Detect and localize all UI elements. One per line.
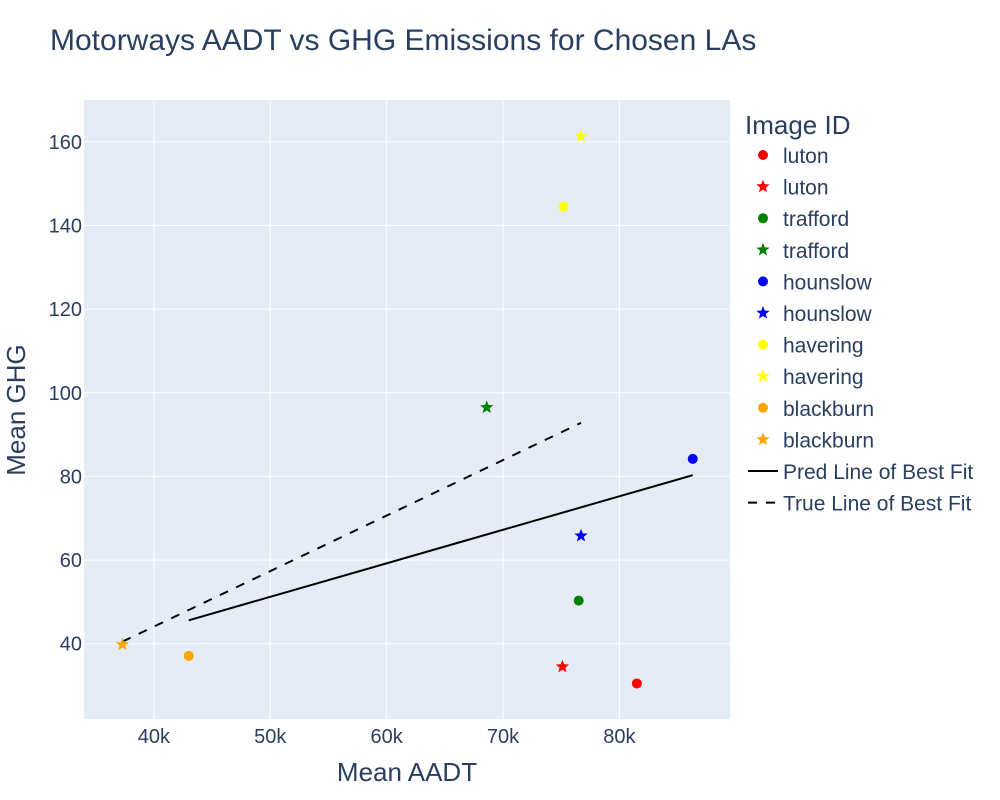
trafford-star-point[interactable]	[480, 400, 494, 414]
y-tick-label: 100	[49, 383, 82, 405]
legend: Image ID luton luton trafford trafford houns…	[745, 110, 973, 516]
legend-label: havering	[783, 335, 864, 358]
x-tick-label: 50k	[254, 726, 287, 748]
blackburn-star-point[interactable]	[115, 637, 130, 651]
legend-item-hounslow-circle[interactable]: hounslow	[758, 271, 873, 294]
legend-circle-marker	[758, 150, 768, 160]
y-gridlines	[84, 141, 730, 645]
plot-area	[84, 100, 730, 719]
data-points	[115, 129, 698, 689]
y-tick-label: 40	[60, 634, 82, 656]
legend-label: Pred Line of Best Fit	[783, 461, 973, 484]
legend-item-trafford-star[interactable]: trafford	[756, 240, 849, 263]
x-tick-label: 80k	[603, 726, 636, 748]
legend-label: hounslow	[783, 271, 873, 294]
legend-label: blackburn	[783, 398, 874, 421]
hounslow-star-point[interactable]	[574, 528, 588, 542]
havering-circle-point[interactable]	[558, 201, 569, 212]
legend-item-hounslow-star[interactable]: hounslow	[756, 303, 873, 326]
legend-label: havering	[783, 366, 864, 389]
legend-title: Image ID	[745, 110, 851, 140]
legend-star-marker	[756, 179, 770, 193]
blackburn-circle-point[interactable]	[183, 650, 194, 661]
y-tick-label: 80	[60, 466, 82, 488]
legend-item-havering-star[interactable]: havering	[756, 366, 864, 389]
hounslow-circle-point[interactable]	[687, 453, 698, 464]
x-axis-label: Mean AADT	[337, 757, 477, 787]
legend-item-havering-circle[interactable]: havering	[758, 335, 864, 358]
legend-star-marker	[756, 306, 770, 319]
legend-item-true-fit[interactable]: True Line of Best Fit	[748, 493, 971, 516]
y-tick-label: 160	[49, 132, 82, 154]
legend-label: trafford	[783, 240, 849, 263]
x-tick-label: 60k	[371, 726, 404, 748]
legend-label: trafford	[783, 208, 849, 231]
x-tick-label: 40k	[138, 726, 171, 748]
y-axis-ticks: 40 60 80 100 120 140 160	[49, 132, 82, 656]
y-tick-label: 60	[60, 550, 82, 572]
legend-circle-marker	[758, 276, 768, 287]
luton-star-point[interactable]	[555, 659, 570, 673]
x-axis-ticks: 40k 50k 60k 70k 80k	[138, 726, 637, 748]
legend-label: True Line of Best Fit	[783, 493, 971, 516]
legend-item-pred-fit[interactable]: Pred Line of Best Fit	[748, 461, 973, 484]
y-tick-label: 140	[49, 215, 82, 237]
legend-circle-marker	[758, 402, 768, 413]
y-axis-label: Mean GHG	[1, 344, 31, 476]
legend-item-luton-star[interactable]: luton	[756, 177, 829, 200]
pred-fit-line	[188, 474, 694, 622]
havering-star-point[interactable]	[574, 129, 588, 143]
legend-circle-marker	[758, 339, 768, 350]
legend-label: luton	[783, 145, 829, 168]
legend-circle-marker	[758, 213, 768, 224]
legend-item-blackburn-star[interactable]: blackburn	[756, 429, 874, 452]
trafford-circle-point[interactable]	[573, 595, 584, 606]
legend-item-blackburn-circle[interactable]: blackburn	[758, 398, 874, 421]
chart-title: Motorways AADT vs GHG Emissions for Chos…	[50, 24, 756, 57]
legend-star-marker	[756, 242, 770, 256]
legend-label: luton	[783, 177, 829, 200]
legend-star-marker	[756, 369, 770, 382]
legend-item-luton-circle[interactable]: luton	[758, 145, 829, 168]
fit-lines	[121, 421, 694, 643]
legend-label: hounslow	[783, 303, 873, 326]
y-tick-label: 120	[49, 299, 82, 321]
x-gridlines	[153, 100, 620, 719]
legend-label: blackburn	[783, 429, 874, 452]
x-tick-label: 70k	[487, 726, 520, 748]
true-fit-line	[121, 421, 582, 643]
legend-star-marker	[756, 432, 770, 446]
luton-circle-point[interactable]	[631, 678, 642, 689]
legend-item-trafford-circle[interactable]: trafford	[758, 208, 849, 231]
